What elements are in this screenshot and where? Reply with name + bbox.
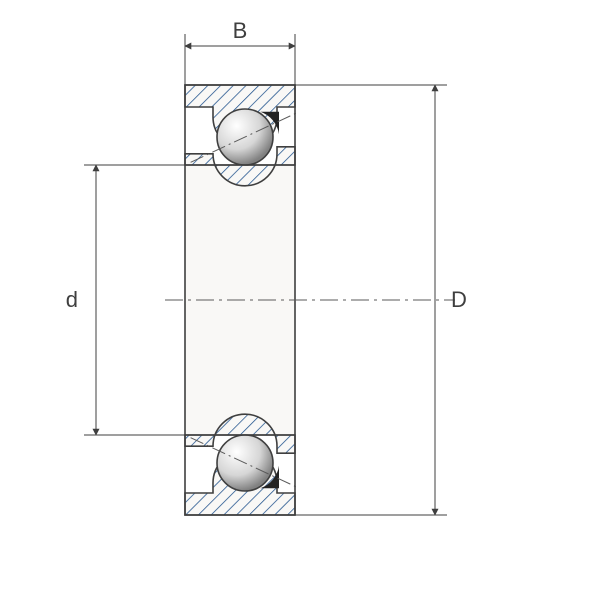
- label-D: D: [451, 287, 467, 312]
- label-d: d: [66, 287, 78, 312]
- label-B: B: [233, 18, 248, 43]
